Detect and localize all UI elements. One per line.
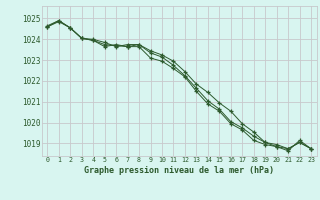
X-axis label: Graphe pression niveau de la mer (hPa): Graphe pression niveau de la mer (hPa) — [84, 166, 274, 175]
